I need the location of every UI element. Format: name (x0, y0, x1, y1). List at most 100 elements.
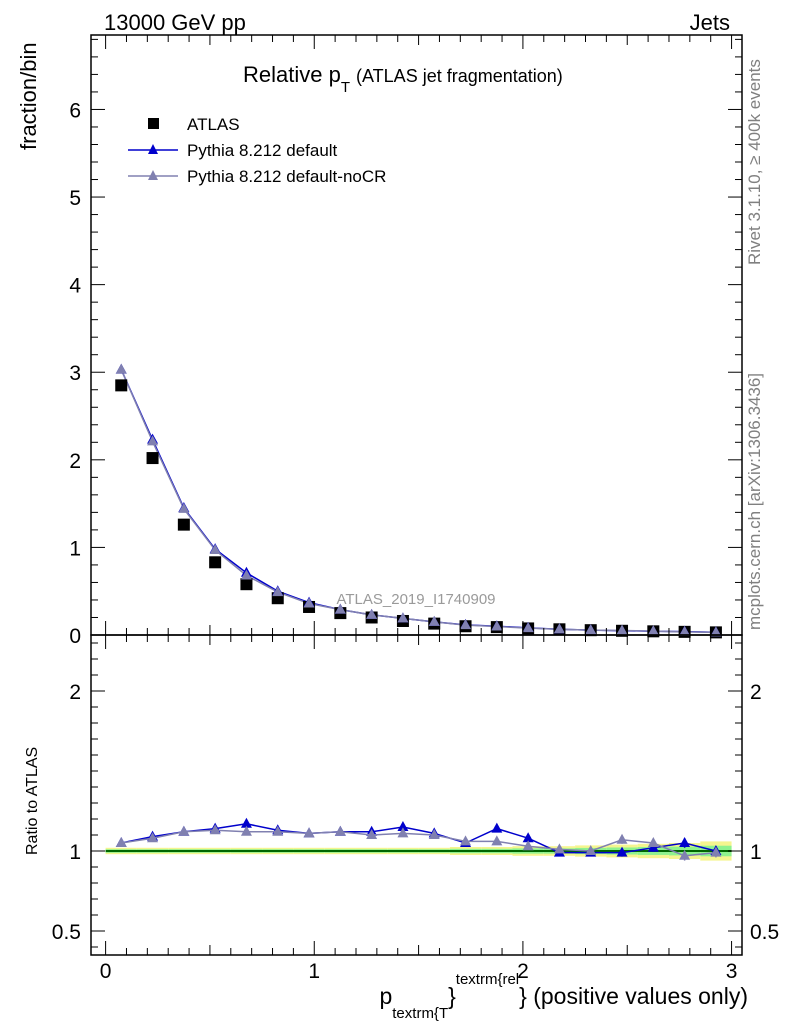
analysis-label: ATLAS_2019_I1740909 (336, 591, 495, 608)
main-title-paren: (ATLAS jet fragmentation) (356, 66, 563, 86)
main-y-tick-label: 5 (69, 187, 81, 210)
main-title: Relative pT (ATLAS jet fragmentation) (243, 62, 563, 96)
main-data-point-atlas (146, 452, 159, 465)
ratio-data-point-1 (209, 824, 221, 835)
main-data-point-2 (522, 622, 534, 633)
ratio-series-line-1 (121, 829, 716, 857)
x-axis-label-superscript: textrm{rel (456, 971, 519, 988)
main-data-point-atlas (240, 578, 253, 591)
main-data-point-2 (460, 619, 472, 630)
main-data-point-2 (147, 435, 159, 446)
main-title-subscript: T (341, 79, 350, 96)
x-tick-label: 0 (100, 960, 112, 983)
main-data-point-2 (553, 623, 565, 634)
main-y-tick-label: 3 (69, 362, 81, 385)
ratio-y-tick-label-right: 2 (750, 681, 762, 704)
x-axis-label: ptextrm{T}textrm{rel} (positive values o… (379, 971, 748, 1022)
ratio-data-point-1 (679, 849, 691, 860)
main-data-point-2 (647, 625, 659, 636)
ratio-y-tick-label-right: 0.5 (750, 921, 779, 944)
main-plot-area (115, 363, 722, 639)
main-data-point-2 (115, 363, 127, 374)
x-tick-label: 2 (517, 960, 529, 983)
ratio-data-point-1 (553, 843, 565, 854)
main-title-text: Relative p (243, 62, 341, 87)
ratio-data-point-1 (616, 833, 628, 844)
mcplots-label: mcplots.cern.ch [arXiv:1306.3436] (745, 373, 764, 630)
ratio-data-point-1 (522, 840, 534, 851)
legend: ATLAS Pythia 8.212 default Pythia 8.212 … (128, 115, 386, 186)
main-data-point-2 (178, 502, 190, 513)
ratio-data-point-1 (178, 825, 190, 836)
main-data-point-2 (272, 586, 284, 597)
ratio-data-point-0 (240, 817, 252, 828)
main-axes: 0 1 2 3 4 5 6 (69, 35, 742, 648)
main-data-point-2 (679, 625, 691, 636)
main-y-tick-label: 1 (69, 537, 81, 560)
main-data-point-2 (428, 615, 440, 626)
ratio-data-point-1 (428, 829, 440, 839)
main-y-tick-label: 4 (69, 275, 81, 298)
ratio-data-point-1 (240, 825, 252, 836)
ratio-data-point-1 (647, 837, 659, 847)
ratio-data-point-0 (397, 821, 409, 831)
main-y-tick-label: 2 (69, 450, 81, 473)
ratio-y-tick-label: 2 (69, 681, 81, 704)
main-data-point-2 (240, 569, 252, 580)
rivet-label: Rivet 3.1.10, ≥ 400k events (745, 59, 764, 265)
main-panel: fraction/bin Relative pT (ATLAS jet fragm… (16, 34, 743, 648)
ratio-data-point-1 (366, 829, 378, 839)
main-y-tick-label: 0 (69, 625, 81, 648)
ratio-data-point-1 (460, 835, 472, 846)
ratio-data-point-1 (115, 837, 127, 847)
x-tick-label: 3 (726, 960, 738, 983)
main-data-point-atlas (209, 556, 222, 569)
x-axis-label-brace: } (448, 983, 456, 1009)
ratio-data-point-1 (585, 845, 597, 855)
ratio-frame (90, 634, 743, 956)
ratio-data-point-1 (147, 832, 159, 843)
main-data-point-2 (397, 612, 409, 623)
ratio-axes: 0.5 0.5 1 1 2 2 0 1 2 3 (52, 635, 779, 983)
main-data-point-2 (303, 597, 315, 608)
main-data-point-2 (366, 608, 378, 619)
ratio-y-axis-label: Ratio to ATLAS (24, 747, 41, 855)
legend-atlas-label: ATLAS (187, 115, 240, 134)
ratio-y-tick-label: 0.5 (52, 921, 81, 944)
ratio-data-point-0 (616, 846, 628, 857)
ratio-data-point-1 (272, 825, 284, 836)
legend-nocr-label: Pythia 8.212 default-noCR (187, 167, 386, 186)
ratio-y-tick-label: 1 (69, 841, 81, 864)
header-left: 13000 GeV pp (104, 10, 246, 35)
ratio-series-line-0 (121, 823, 717, 854)
x-axis-label-p: p (379, 983, 392, 1009)
legend-default-label: Pythia 8.212 default (187, 141, 338, 160)
ratio-data-point-0 (522, 832, 534, 843)
ratio-data-point-0 (679, 837, 691, 847)
main-y-axis-label: fraction/bin (16, 42, 41, 150)
ratio-y-tick-label-right: 1 (750, 841, 762, 864)
main-data-point-atlas (177, 518, 190, 531)
main-data-point-2 (585, 624, 597, 635)
main-data-point-2 (491, 620, 503, 631)
ratio-data-point-1 (397, 827, 409, 838)
ratio-plot-area (105, 817, 732, 861)
legend-atlas-marker (148, 118, 159, 129)
main-data-point-2 (334, 603, 346, 614)
ratio-data-point-1 (491, 835, 503, 846)
main-data-point-2 (616, 624, 628, 635)
ratio-data-point-0 (491, 822, 503, 833)
header-right: Jets (690, 10, 730, 35)
legend-default-marker (148, 144, 158, 154)
ratio-panel: Ratio to ATLAS 0.5 0.5 1 1 2 2 0 1 2 3 ptextrm{T}… (24, 634, 779, 1022)
main-data-point-2 (710, 626, 722, 637)
main-data-point-2 (209, 544, 221, 555)
legend-nocr-marker (148, 170, 158, 180)
x-tick-label: 1 (308, 960, 320, 983)
main-data-point-atlas (115, 379, 128, 392)
main-y-tick-label: 6 (69, 99, 81, 122)
ratio-data-point-1 (710, 846, 722, 857)
ratio-data-point-1 (303, 827, 315, 838)
ratio-data-point-1 (334, 825, 346, 836)
